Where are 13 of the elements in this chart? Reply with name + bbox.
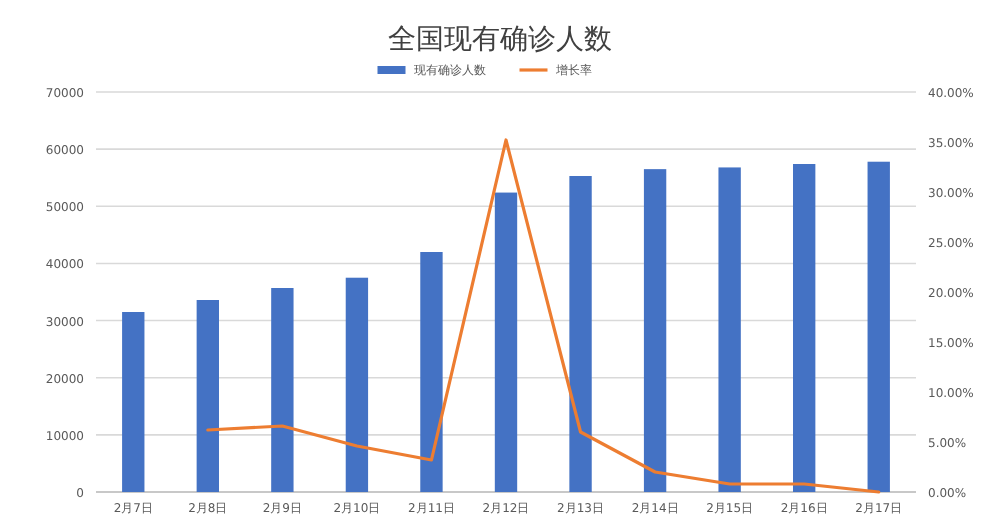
bar: [271, 288, 294, 492]
chart-title: 全国现有确诊人数: [388, 24, 612, 56]
bar: [420, 252, 443, 492]
bar: [718, 167, 741, 492]
bar: [345, 277, 369, 492]
bar: [569, 176, 592, 492]
bar: [494, 192, 518, 492]
bar: [867, 161, 890, 492]
bar: [793, 164, 816, 492]
line-series: [206, 138, 881, 494]
bar: [122, 312, 145, 492]
bar: [196, 300, 219, 492]
bar: [643, 169, 667, 492]
